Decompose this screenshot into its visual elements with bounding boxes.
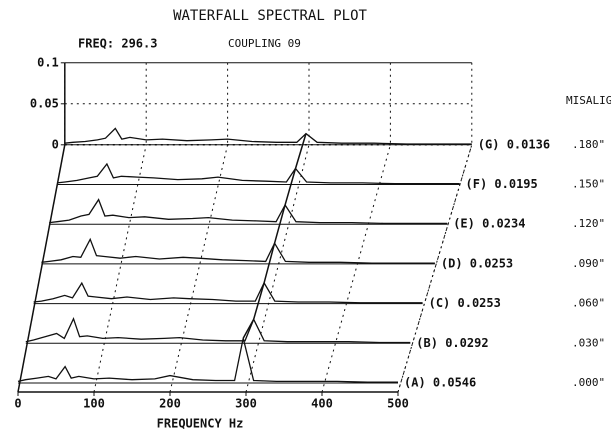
- grid-line: [169, 144, 229, 393]
- x-tick-label: 300: [235, 397, 257, 411]
- spectrum-line: [17, 338, 398, 383]
- grid-line: [17, 144, 66, 393]
- series-label: (F) 0.0195: [466, 177, 538, 191]
- freq-label: FREQ: 296.3: [78, 37, 157, 51]
- spectrum-line: [33, 281, 423, 304]
- x-tick-label: 100: [83, 397, 105, 411]
- subtitle: COUPLING 09: [228, 37, 301, 50]
- series-label: (G) 0.0136: [478, 137, 550, 151]
- spectrum-line: [56, 162, 460, 185]
- series-label: (E) 0.0234: [453, 217, 525, 231]
- series-label: (A) 0.0546: [404, 376, 476, 390]
- y-tick-label: 0.05: [30, 96, 59, 110]
- spectrum-line: [25, 316, 411, 344]
- spectrum-line: [64, 127, 472, 145]
- legend-title: MISALIGNMENT: [566, 94, 611, 107]
- x-tick-label: 500: [387, 397, 409, 411]
- chart-title: WATERFALL SPECTRAL PLOT: [173, 8, 367, 24]
- misalignment-label: .120": [572, 217, 605, 230]
- spectrum-line: [49, 198, 448, 225]
- x-tick-label: 200: [159, 397, 181, 411]
- grid-line: [245, 144, 310, 393]
- left-edge: [17, 144, 66, 393]
- series-label: (B) 0.0292: [416, 336, 488, 350]
- y-tick-label: 0.1: [37, 55, 59, 69]
- grid-line: [321, 144, 391, 393]
- misalignment-label: .090": [572, 257, 605, 270]
- misalignment-label: .000": [572, 376, 605, 389]
- misalignment-label: .030": [572, 336, 605, 349]
- misalignment-label: .060": [572, 297, 605, 310]
- grid-line: [397, 144, 473, 393]
- peak-connector: [242, 133, 307, 339]
- x-axis-label: FREQUENCY Hz: [157, 417, 244, 431]
- misalignment-label: .150": [572, 178, 605, 191]
- y-tick-label: 0: [52, 137, 59, 151]
- grid-line: [93, 144, 147, 393]
- misalignment-label: .180": [572, 138, 605, 151]
- series-label: (C) 0.0253: [429, 296, 501, 310]
- x-tick-label: 400: [311, 397, 333, 411]
- spectrum-line: [41, 237, 435, 264]
- x-tick-label: 0: [14, 397, 21, 411]
- series-label: (D) 0.0253: [441, 256, 513, 270]
